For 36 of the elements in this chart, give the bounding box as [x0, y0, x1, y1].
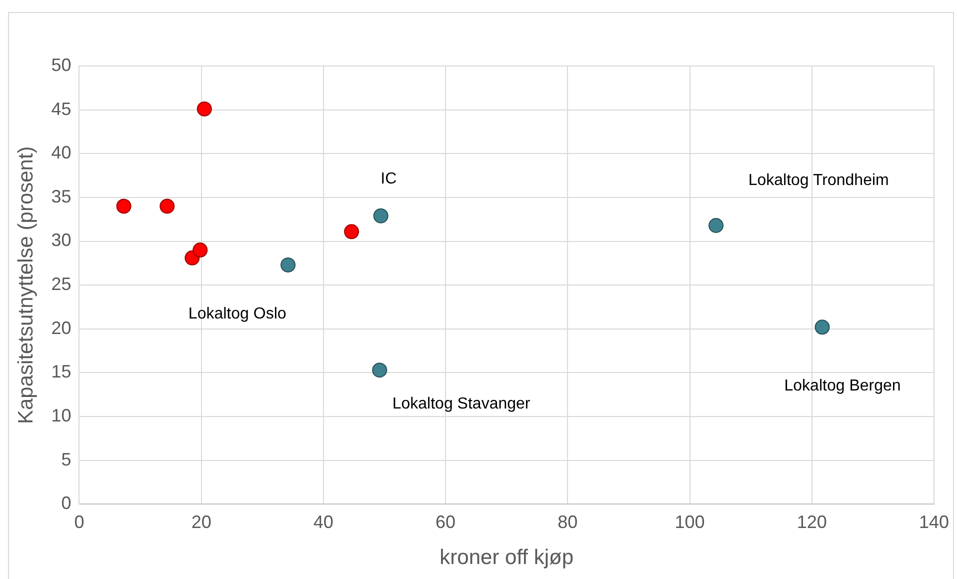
y-tick-label: 0 — [61, 493, 72, 514]
x-tick-label: 20 — [191, 512, 212, 532]
y-tick-label: 15 — [51, 362, 72, 382]
y-tick-label: 40 — [51, 142, 72, 163]
y-tick-label: 45 — [51, 98, 72, 119]
y-axis-title: Kapasitetsutnyttelse (prosent) — [14, 146, 38, 424]
annotation: Lokaltog Trondheim — [748, 172, 889, 190]
x-tick-label: 140 — [918, 512, 950, 532]
y-tick-label: 35 — [51, 186, 72, 206]
point — [344, 224, 360, 240]
annotation: Lokaltog Bergen — [784, 377, 901, 394]
y-tick-label: 25 — [51, 274, 72, 294]
y-tick-label: 20 — [51, 318, 72, 338]
y-tick-label: 10 — [51, 406, 72, 426]
point — [160, 198, 175, 214]
y-tick-label: 50 — [51, 54, 72, 75]
y-tick-label: 5 — [61, 449, 72, 470]
point — [192, 242, 208, 258]
x-tick-label: 120 — [796, 512, 827, 532]
point — [373, 208, 388, 224]
point — [196, 101, 212, 116]
point — [814, 320, 830, 335]
point — [280, 257, 296, 272]
annotation: Lokaltog Oslo — [188, 305, 286, 322]
point — [708, 218, 724, 234]
annotation: IC — [380, 170, 397, 188]
y-tick-label: 30 — [51, 230, 72, 250]
x-tick-label: 0 — [74, 512, 84, 532]
x-tick-label: 40 — [313, 512, 334, 532]
annotation: Lokaltog Stavanger — [392, 396, 531, 413]
x-tick-label: 60 — [436, 512, 456, 532]
point — [372, 362, 388, 378]
x-tick-label: 100 — [674, 512, 705, 532]
x-axis-title: kroner off kjøp — [440, 546, 574, 570]
x-tick-label: 80 — [558, 512, 578, 532]
point — [116, 198, 132, 214]
